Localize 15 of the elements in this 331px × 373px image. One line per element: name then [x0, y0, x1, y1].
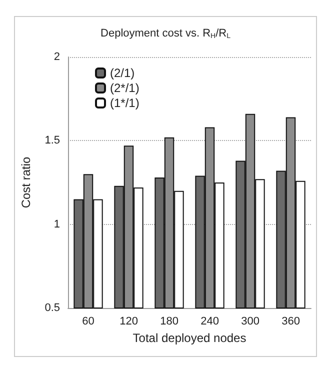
y-tick-label: 2: [54, 51, 60, 63]
legend-label: (2*/1): [110, 81, 140, 95]
y-axis-title: Cost ratio: [19, 156, 33, 208]
x-tick-label: 360: [282, 316, 300, 328]
legend-label: (1*/1): [110, 96, 140, 110]
x-tick-label: 120: [120, 316, 138, 328]
x-tick-label: 240: [200, 316, 219, 328]
x-axis-title: Total deployed nodes: [132, 330, 246, 345]
y-tick-label: 1.5: [44, 134, 60, 147]
legend-label: (2/1): [110, 66, 135, 80]
y-tick-label: 1: [54, 218, 60, 230]
y-tick-label: 0.5: [44, 302, 60, 314]
x-tick-label: 60: [82, 316, 94, 328]
x-tick-label: 300: [241, 316, 260, 328]
x-tick-label: 180: [160, 316, 178, 328]
